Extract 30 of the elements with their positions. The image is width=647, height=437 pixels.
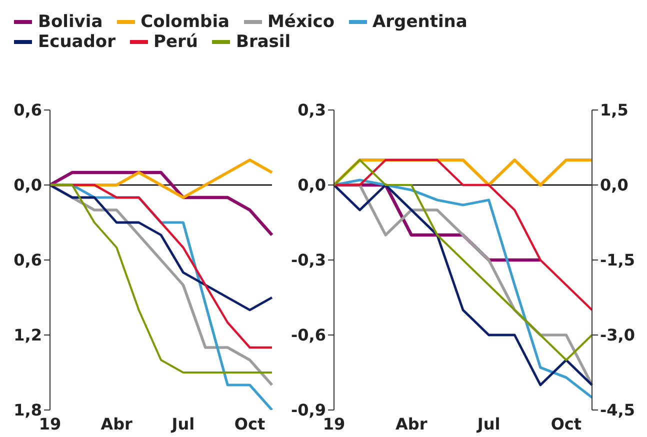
x-tick-label: Abr <box>396 414 428 434</box>
legend-label: Bolivia <box>38 12 103 32</box>
y-tick-label: 0,3 <box>298 100 326 120</box>
legend-label: Ecuador <box>38 32 116 52</box>
legend-label: Brasil <box>236 32 291 52</box>
y2-tick-label: -1,5 <box>600 250 635 270</box>
y-tick-label: 0,6 <box>14 250 42 270</box>
line-series <box>48 170 274 237</box>
line-series <box>333 159 593 361</box>
x-tick-label: Oct <box>234 414 266 434</box>
y2-tick-label: 0,0 <box>600 176 628 195</box>
y-tick-label: 1,2 <box>14 326 42 345</box>
legend-label: Argentina <box>372 12 468 32</box>
y2-tick-label: -3,0 <box>600 326 635 345</box>
line-series <box>48 184 274 312</box>
y-tick-label: -0,6 <box>291 326 326 345</box>
legend-label: México <box>268 12 335 32</box>
y-tick-label: 0,6 <box>14 100 42 120</box>
legend-label: Colombia <box>140 12 230 32</box>
x-tick-label: Jul <box>476 414 500 434</box>
legend-label: Perú <box>154 32 198 52</box>
y-tick-label: 0,0 <box>298 176 326 195</box>
y-tick-label: 0,0 <box>14 176 42 195</box>
line-series <box>332 158 594 312</box>
x-tick-label: Jul <box>170 414 195 434</box>
y-tick-label: -0,3 <box>291 250 326 270</box>
x-tick-label: Abr <box>100 414 133 434</box>
y2-tick-label: 1,5 <box>600 100 628 120</box>
y2-tick-label: -4,5 <box>600 400 635 420</box>
x-tick-label: Oct <box>550 414 582 434</box>
